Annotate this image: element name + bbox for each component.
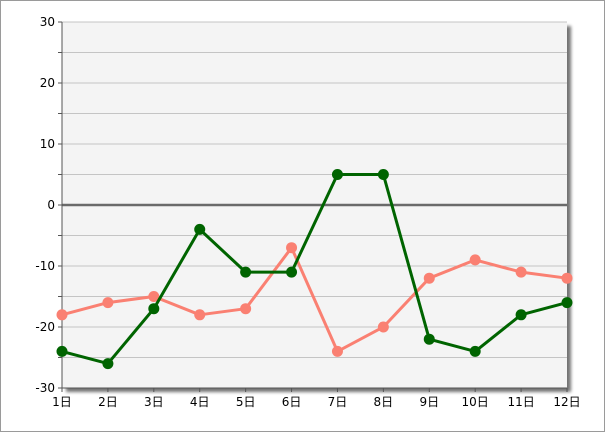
x-tick-label: 1日 xyxy=(52,395,72,409)
data-point xyxy=(102,358,114,370)
y-tick-label: 30 xyxy=(40,15,55,29)
x-tick-label: 11日 xyxy=(507,395,534,409)
x-tick-label: 4日 xyxy=(190,395,210,409)
data-point xyxy=(102,297,114,309)
data-point xyxy=(469,345,481,357)
series-1 xyxy=(56,242,573,357)
data-point xyxy=(56,345,68,357)
x-tick-label: 2日 xyxy=(98,395,118,409)
data-point xyxy=(240,303,252,315)
data-point xyxy=(148,291,160,302)
data-point xyxy=(469,254,481,266)
data-point xyxy=(377,321,389,333)
y-tick-label: -10 xyxy=(35,259,55,273)
data-point xyxy=(331,169,343,180)
y-tick-label: 20 xyxy=(40,76,55,90)
data-point xyxy=(423,333,435,345)
x-tick-label: 6日 xyxy=(282,395,302,409)
x-tick-label: 8日 xyxy=(374,395,394,409)
data-point xyxy=(561,297,573,309)
x-tick-label: 9日 xyxy=(419,395,439,409)
data-point xyxy=(148,303,160,315)
data-point xyxy=(194,223,206,235)
series-line xyxy=(61,246,568,353)
data-point xyxy=(286,242,298,254)
data-point xyxy=(423,272,435,284)
data-point xyxy=(194,309,206,321)
data-point xyxy=(561,272,573,284)
gridlines xyxy=(62,21,567,389)
y-tick-label: 10 xyxy=(40,137,55,151)
data-point xyxy=(56,309,68,321)
x-tick-label: 7日 xyxy=(328,395,348,409)
series-line xyxy=(61,173,568,366)
series-2 xyxy=(56,169,573,370)
x-tick-label: 5日 xyxy=(236,395,256,409)
series-layer xyxy=(56,169,573,370)
y-tick-label: 0 xyxy=(47,198,55,212)
x-tick-label: 3日 xyxy=(144,395,164,409)
y-tick-label: -20 xyxy=(35,320,55,334)
data-point xyxy=(515,266,527,278)
data-point xyxy=(331,345,343,357)
y-tick-label: -30 xyxy=(35,381,55,395)
data-point xyxy=(240,266,252,278)
data-point xyxy=(377,169,389,180)
x-tick-label: 10日 xyxy=(462,395,489,409)
data-point xyxy=(515,309,527,321)
data-point xyxy=(286,266,298,278)
x-tick-label: 12日 xyxy=(553,395,580,409)
